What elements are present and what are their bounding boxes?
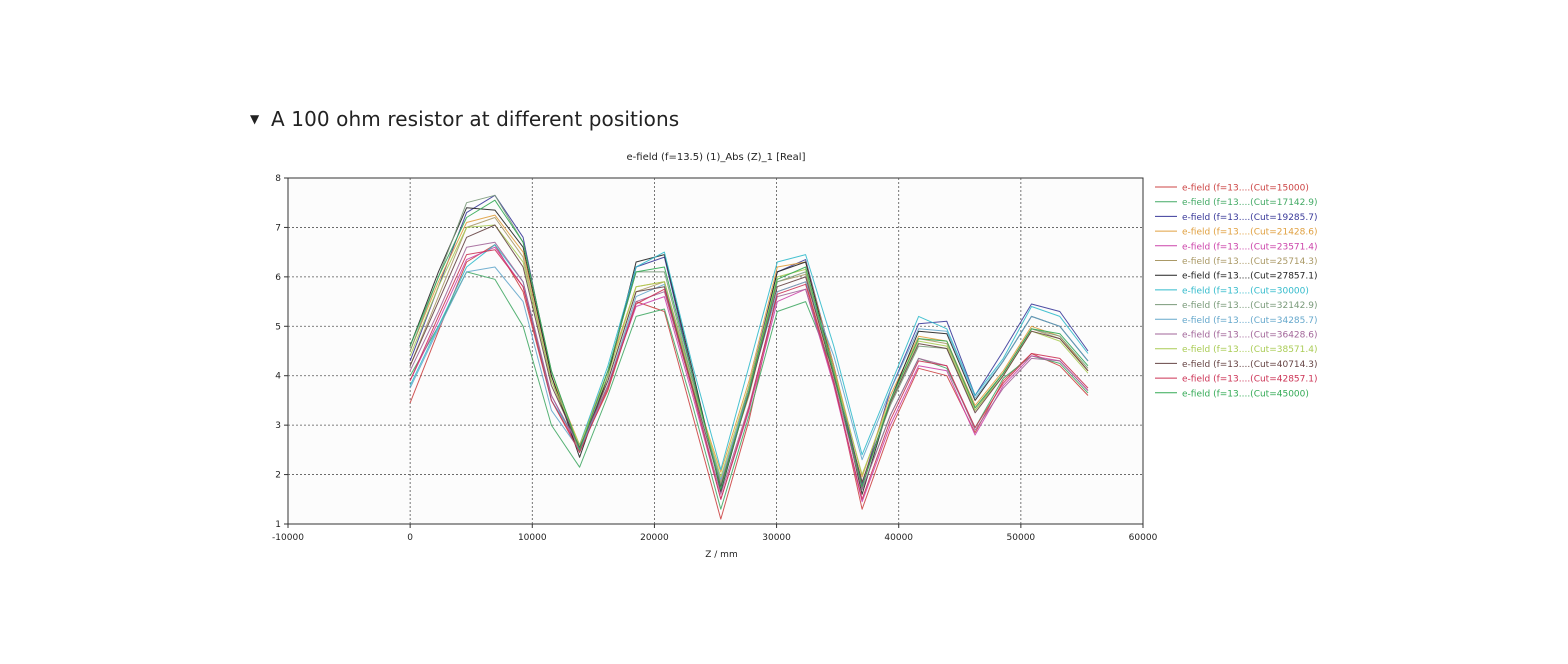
legend-entry: e-field (f=13....(Cut=15000) (1182, 184, 1309, 194)
y-tick-label: 7 (275, 223, 281, 233)
legend-entry: e-field (f=13....(Cut=30000) (1182, 286, 1309, 296)
series-line (409, 224, 1089, 488)
y-tick-label: 4 (275, 372, 281, 382)
legend-entry: e-field (f=13....(Cut=38571.4) (1182, 345, 1317, 355)
legend-entry: e-field (f=13....(Cut=21428.6) (1182, 228, 1317, 238)
y-tick-label: 2 (275, 471, 281, 481)
y-tick-label: 8 (275, 174, 281, 184)
y-tick-label: 6 (275, 273, 281, 283)
legend-entry: e-field (f=13....(Cut=27857.1) (1182, 272, 1317, 282)
series-line (409, 249, 1089, 500)
y-tick-label: 1 (275, 520, 281, 530)
triangle-down-icon[interactable]: ▼ (250, 112, 260, 126)
legend-entry: e-field (f=13....(Cut=23571.4) (1182, 242, 1317, 252)
legend-entry: e-field (f=13....(Cut=34285.7) (1182, 316, 1317, 326)
x-tick-label: 30000 (762, 533, 791, 543)
series-line (409, 224, 1089, 478)
x-tick-label: 50000 (1007, 533, 1036, 543)
x-tick-label: 10000 (518, 533, 547, 543)
legend-entry: e-field (f=13....(Cut=32142.9) (1182, 301, 1317, 311)
legend-entry: e-field (f=13....(Cut=36428.6) (1182, 331, 1317, 341)
y-tick-label: 5 (275, 322, 281, 332)
x-tick-label: 0 (407, 533, 413, 543)
x-tick-label: 60000 (1129, 533, 1158, 543)
legend-entry: e-field (f=13....(Cut=40714.3) (1182, 360, 1317, 370)
legend-entry: e-field (f=13....(Cut=42857.1) (1182, 375, 1317, 385)
x-tick-label: 40000 (884, 533, 913, 543)
x-axis-label: Z / mm (705, 550, 737, 560)
section-header[interactable]: ▼ A 100 ohm resistor at different positi… (250, 104, 679, 134)
series-line (409, 214, 1089, 478)
series-line (409, 241, 1089, 495)
y-tick-label: 3 (275, 421, 281, 431)
legend-entry: e-field (f=13....(Cut=25714.3) (1182, 257, 1317, 267)
series-line (409, 199, 1089, 490)
chart-title: e-field (f=13.5) (1)_Abs (Z)_1 [Real] (627, 152, 806, 163)
section-title: A 100 ohm resistor at different position… (271, 107, 680, 131)
x-tick-label: 20000 (640, 533, 669, 543)
legend-entry: e-field (f=13....(Cut=17142.9) (1182, 198, 1317, 208)
series-line (409, 244, 1089, 520)
legend-entry: e-field (f=13....(Cut=19285.7) (1182, 213, 1317, 223)
x-tick-label: -10000 (272, 533, 304, 543)
legend-entry: e-field (f=13....(Cut=45000) (1182, 389, 1309, 399)
